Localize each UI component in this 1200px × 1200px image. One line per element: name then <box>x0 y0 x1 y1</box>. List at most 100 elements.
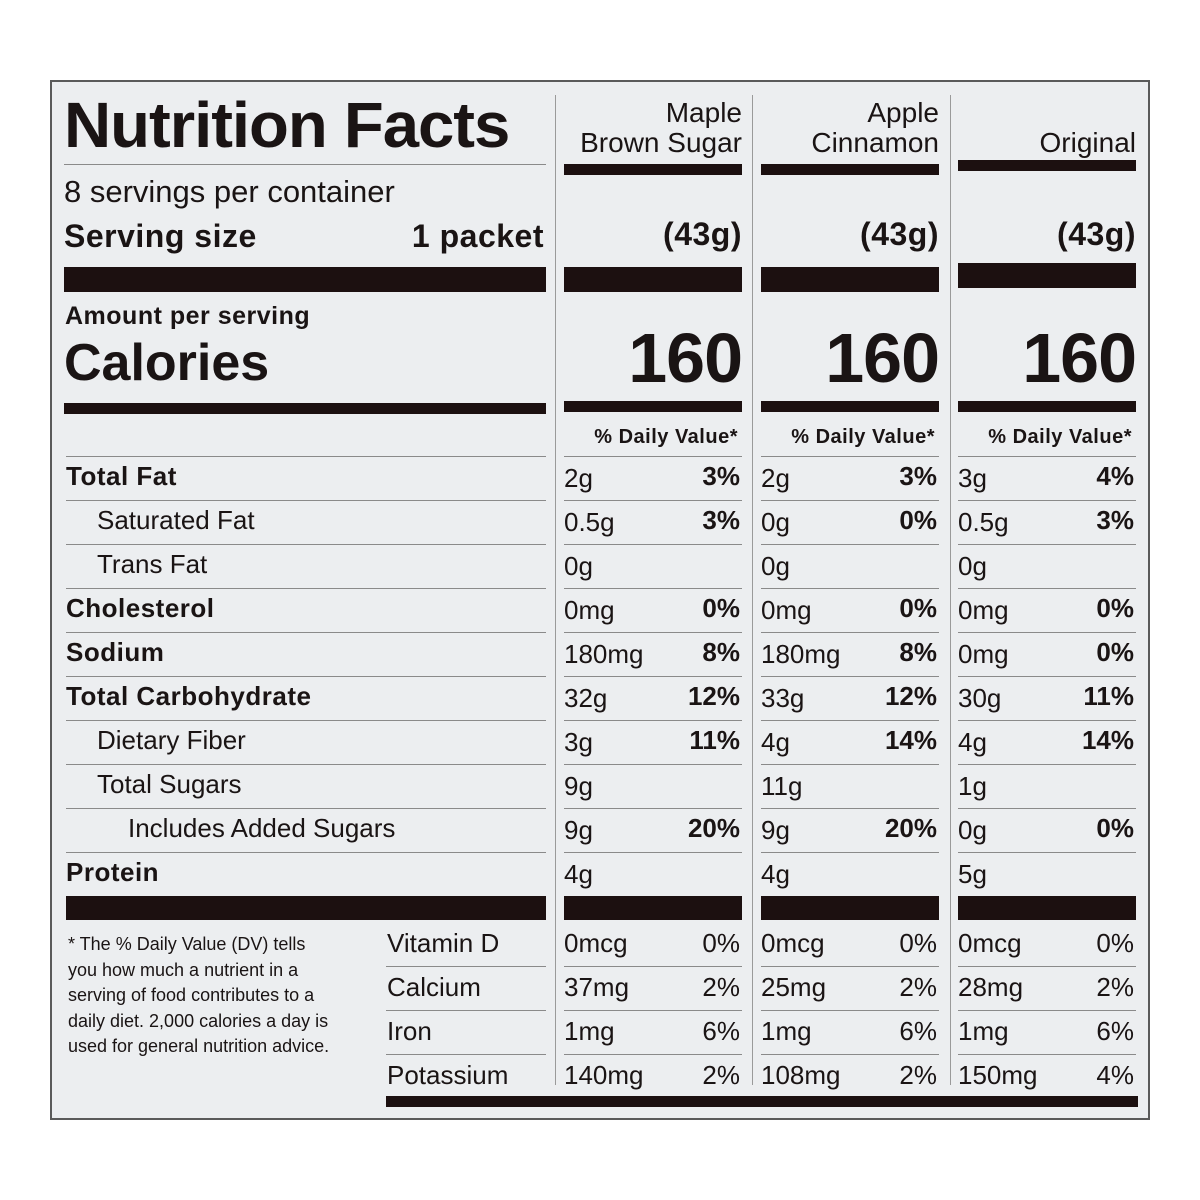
calories-label: Calories <box>64 334 270 392</box>
medium-divider <box>64 403 546 414</box>
nutrient-label: Total Carbohydrate <box>66 681 312 711</box>
vitamin-daily-value: 4% <box>1096 1060 1134 1090</box>
row-divider <box>761 764 939 765</box>
serving-size-label: Serving size <box>64 218 257 254</box>
row-divider <box>564 720 742 721</box>
vitamin-daily-value: 2% <box>702 1060 740 1090</box>
row-divider <box>564 764 742 765</box>
variety-name-line1 <box>958 98 1136 128</box>
thick-divider <box>958 896 1136 920</box>
nutrient-daily-value: 12% <box>687 681 740 711</box>
nutrient-daily-value: 0% <box>899 593 937 623</box>
column-separator <box>555 95 556 1085</box>
medium-divider <box>761 401 939 412</box>
vitamin-daily-value: 6% <box>899 1016 937 1046</box>
row-divider <box>66 544 546 545</box>
nutrient-amount: 0.5g <box>564 507 615 537</box>
row-divider <box>564 456 742 457</box>
label-title: Nutrition Facts <box>64 89 510 161</box>
vitamin-amount: 1mg <box>761 1016 812 1046</box>
nutrient-amount: 4g <box>761 859 790 889</box>
row-divider <box>66 588 546 589</box>
nutrient-daily-value: 3% <box>1096 505 1134 535</box>
nutrient-amount: 11g <box>761 771 803 801</box>
nutrient-daily-value: 0% <box>1096 593 1134 623</box>
thick-divider <box>66 896 546 920</box>
row-divider <box>761 676 939 677</box>
nutrient-amount: 9g <box>564 771 593 801</box>
serving-grams: (43g) <box>860 216 939 252</box>
nutrient-amount: 0mg <box>564 595 615 625</box>
row-divider <box>958 632 1136 633</box>
nutrient-label: Trans Fat <box>97 549 208 579</box>
thick-divider <box>564 896 742 920</box>
row-divider <box>66 456 546 457</box>
variety-name-line1: Apple <box>867 97 939 128</box>
medium-divider <box>958 401 1136 412</box>
vitamin-amount: 108mg <box>761 1060 841 1090</box>
daily-value-header: % Daily Value* <box>594 426 738 448</box>
row-divider <box>761 456 939 457</box>
row-divider <box>761 966 939 967</box>
vitamin-amount: 150mg <box>958 1060 1038 1090</box>
nutrient-label: Total Sugars <box>97 769 242 799</box>
vitamin-label: Iron <box>387 1016 432 1046</box>
vitamin-daily-value: 0% <box>899 928 937 958</box>
nutrient-daily-value: 0% <box>1096 637 1134 667</box>
vitamin-daily-value: 2% <box>899 1060 937 1090</box>
nutrient-label: Dietary Fiber <box>97 725 246 755</box>
column-header: Maple Brown Sugar <box>564 98 742 158</box>
nutrient-daily-value: 20% <box>687 813 740 843</box>
variety-name-line2: Original <box>1039 127 1136 158</box>
row-divider <box>564 500 742 501</box>
column-divider <box>761 164 939 175</box>
nutrient-amount: 32g <box>564 683 608 713</box>
daily-value-header: % Daily Value* <box>988 426 1132 448</box>
nutrient-amount: 2g <box>564 463 593 493</box>
row-divider <box>761 720 939 721</box>
column-header: Original <box>958 98 1136 158</box>
row-divider <box>958 720 1136 721</box>
column-separator <box>950 95 951 1085</box>
row-divider <box>66 676 546 677</box>
vitamin-amount: 37mg <box>564 972 630 1002</box>
row-divider <box>564 1054 742 1055</box>
nutrient-amount: 1g <box>958 771 987 801</box>
nutrient-daily-value: 8% <box>702 637 740 667</box>
row-divider <box>66 720 546 721</box>
serving-grams: (43g) <box>663 216 742 252</box>
thick-divider <box>564 267 742 292</box>
nutrient-label: Saturated Fat <box>97 505 255 535</box>
column-divider <box>564 164 742 175</box>
vitamin-daily-value: 6% <box>702 1016 740 1046</box>
nutrient-amount: 180mg <box>564 639 644 669</box>
row-divider <box>958 1010 1136 1011</box>
nutrient-amount: 0g <box>761 507 790 537</box>
row-divider <box>761 1010 939 1011</box>
row-divider <box>564 808 742 809</box>
row-divider <box>958 500 1136 501</box>
nutrient-daily-value: 8% <box>899 637 937 667</box>
row-divider <box>958 966 1136 967</box>
row-divider <box>66 808 546 809</box>
row-divider <box>958 544 1136 545</box>
calories-value: 160 <box>1022 319 1137 397</box>
row-divider <box>386 966 546 967</box>
row-divider <box>386 1054 546 1055</box>
nutrient-daily-value: 0% <box>1096 813 1134 843</box>
medium-divider <box>564 401 742 412</box>
nutrient-daily-value: 11% <box>689 725 740 755</box>
vitamin-amount: 25mg <box>761 972 827 1002</box>
nutrient-daily-value: 12% <box>884 681 937 711</box>
nutrient-daily-value: 11% <box>1083 681 1134 711</box>
nutrient-amount: 0mg <box>958 639 1009 669</box>
vitamin-amount: 140mg <box>564 1060 644 1090</box>
daily-value-header: % Daily Value* <box>791 426 935 448</box>
row-divider <box>958 588 1136 589</box>
nutrient-daily-value: 0% <box>702 593 740 623</box>
calories-value: 160 <box>628 319 743 397</box>
vitamin-daily-value: 2% <box>702 972 740 1002</box>
thick-divider <box>761 896 939 920</box>
vitamin-amount: 1mg <box>958 1016 1009 1046</box>
nutrient-amount: 0.5g <box>958 507 1009 537</box>
